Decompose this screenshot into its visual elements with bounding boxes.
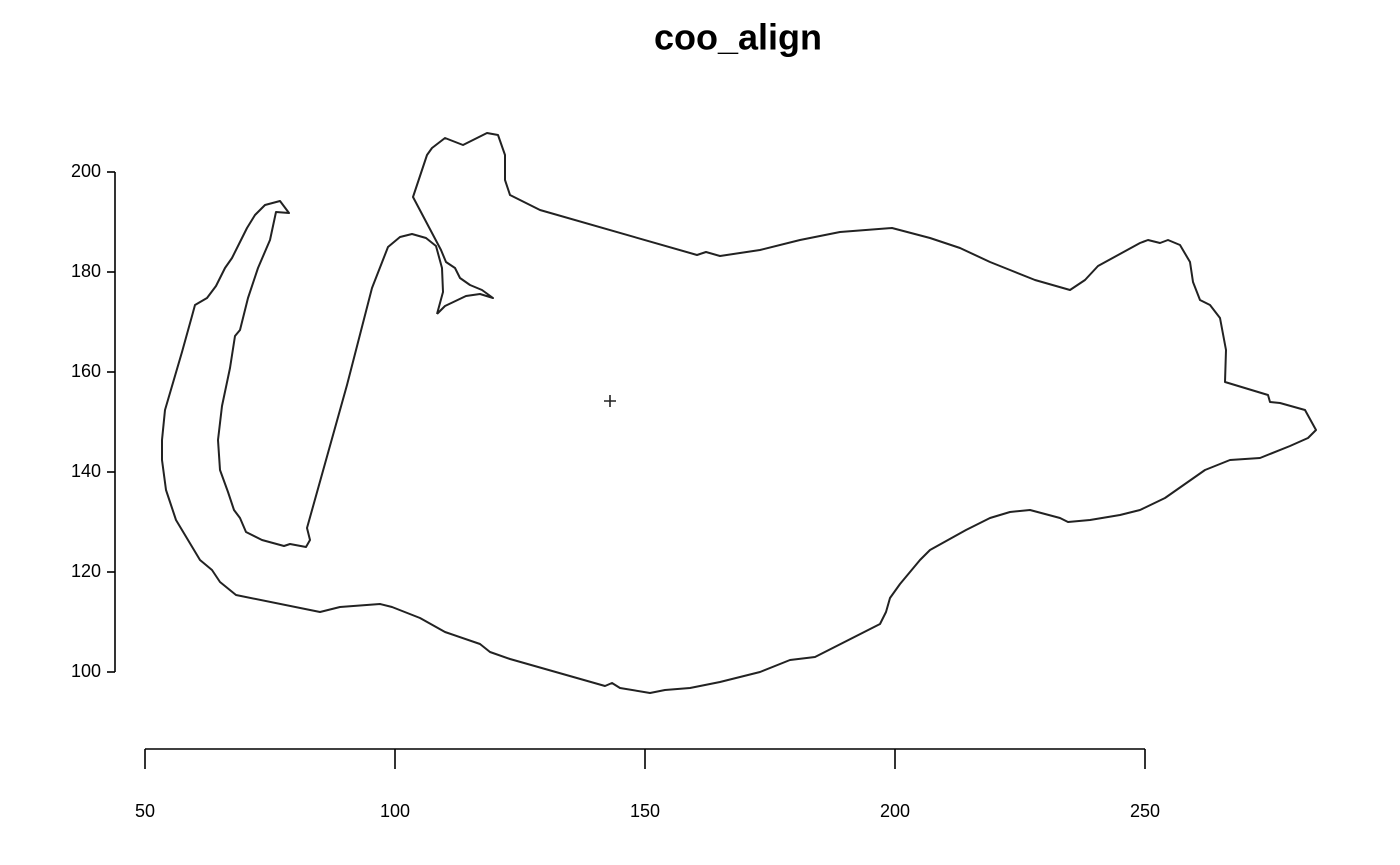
y-tick-label: 100 [71,661,101,681]
x-tick-label: 100 [380,801,410,821]
y-tick-label: 140 [71,461,101,481]
y-tick-label: 180 [71,261,101,281]
x-tick-label: 250 [1130,801,1160,821]
x-tick-label: 200 [880,801,910,821]
centroid [604,395,616,407]
x-tick-label: 50 [135,801,155,821]
y-tick-label: 160 [71,361,101,381]
x-tick-label: 150 [630,801,660,821]
y-tick-label: 120 [71,561,101,581]
outline [161,132,1317,694]
chart-title: coo_align [654,17,822,58]
y-tick-label: 200 [71,161,101,181]
